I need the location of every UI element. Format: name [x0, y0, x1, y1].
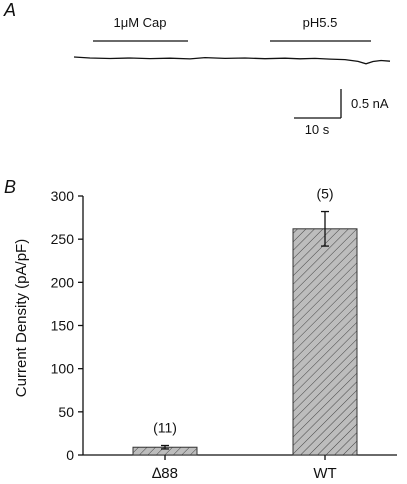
- sample-size-label: (5): [316, 186, 333, 202]
- scale-time-label: 10 s: [305, 122, 330, 137]
- scale-current-label: 0.5 nA: [351, 96, 389, 111]
- stimulus-cap-label: 1μM Cap: [113, 15, 166, 30]
- y-axis-title: Current Density (pA/pF): [13, 239, 30, 397]
- y-tick-label: 100: [51, 361, 75, 377]
- panel-b-letter: B: [4, 177, 16, 197]
- y-tick-label: 250: [51, 231, 75, 247]
- bar: [292, 228, 358, 456]
- panel-a-letter: A: [3, 0, 16, 20]
- y-tick-label: 0: [66, 447, 74, 463]
- y-tick-label: 200: [51, 274, 75, 290]
- y-tick-label: 150: [51, 318, 75, 334]
- y-ticks: 0 50 100 150 200 250 300: [51, 188, 83, 463]
- sample-size-label: (11): [153, 420, 177, 436]
- current-trace: [73, 56, 391, 65]
- y-tick-label: 50: [58, 404, 74, 420]
- bars: (11) ∆88 (5) WT: [132, 186, 358, 482]
- x-category-label: ∆88: [152, 465, 178, 482]
- x-category-label: WT: [313, 465, 336, 482]
- stimulus-ph-label: pH5.5: [303, 15, 338, 30]
- y-tick-label: 300: [51, 188, 75, 204]
